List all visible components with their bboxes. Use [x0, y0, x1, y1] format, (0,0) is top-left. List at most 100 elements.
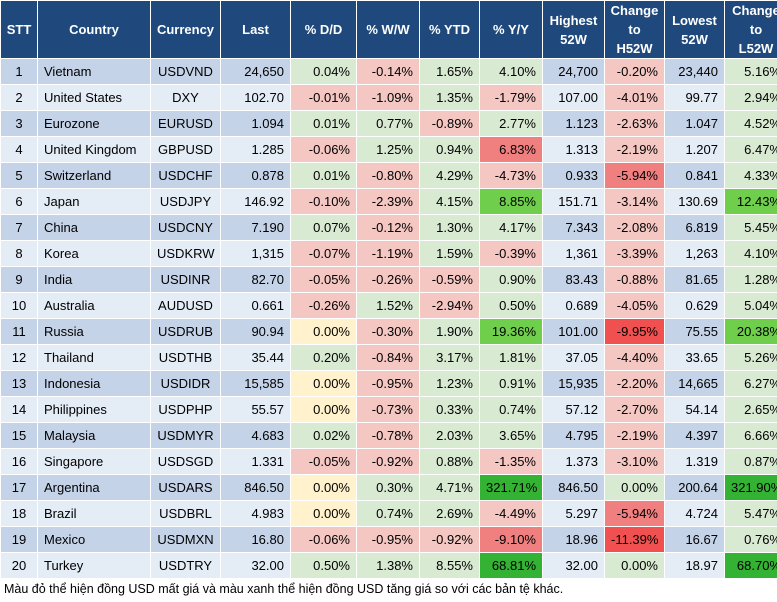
table-cell: 11 — [0, 318, 38, 345]
table-cell: -1.79% — [479, 84, 543, 111]
table-cell: 14 — [0, 396, 38, 423]
table-cell: 90.94 — [220, 318, 291, 345]
table-cell: Korea — [37, 240, 151, 267]
table-cell: 846.50 — [220, 474, 291, 501]
table-cell: 4 — [0, 136, 38, 163]
table-row: 20 Turkey USDTRY 32.00 0.50% 1.38% 8.55% 68.81%… — [0, 552, 777, 579]
table-cell: -0.95% — [356, 370, 420, 397]
table-cell: 0.76% — [724, 526, 777, 553]
table-row: 10 Australia AUDUSD 0.661 -0.26% 1.52% -2.94% 0… — [0, 292, 777, 319]
table-cell: 0.50% — [290, 552, 357, 579]
table-cell: 5.26% — [724, 344, 777, 371]
table-cell: 4.983 — [220, 500, 291, 527]
table-cell: USDPHP — [150, 396, 221, 423]
table-cell: -4.05% — [604, 292, 665, 319]
table-cell: Thailand — [37, 344, 151, 371]
table-cell: Japan — [37, 188, 151, 215]
table-cell: USDINR — [150, 266, 221, 293]
table-cell: 19.36% — [479, 318, 543, 345]
table-row: 18 Brazil USDBRL 4.983 0.00% 0.74% 2.69% -4.49%… — [0, 500, 777, 527]
table-cell: 146.92 — [220, 188, 291, 215]
table-cell: -5.94% — [604, 500, 665, 527]
table-row: 1 Vietnam USDVND 24,650 0.04% -0.14% 1.65% 4.10… — [0, 58, 777, 85]
table-cell: 0.02% — [290, 422, 357, 449]
table-cell: 1.90% — [419, 318, 480, 345]
table-cell: 0.88% — [419, 448, 480, 475]
table-cell: 6.27% — [724, 370, 777, 397]
table-cell: 99.77 — [664, 84, 725, 111]
table-cell: -0.05% — [290, 448, 357, 475]
table-cell: 4.683 — [220, 422, 291, 449]
table-cell: 18 — [0, 500, 38, 527]
table-cell: 0.74% — [356, 500, 420, 527]
table-row: 16 Singapore USDSGD 1.331 -0.05% -0.92% 0.88% -… — [0, 448, 777, 475]
table-cell: -0.88% — [604, 266, 665, 293]
table-cell: Switzerland — [37, 162, 151, 189]
table-cell: 8.55% — [419, 552, 480, 579]
table-cell: 1.59% — [419, 240, 480, 267]
table-cell: -0.95% — [356, 526, 420, 553]
table-cell: 4.795 — [542, 422, 605, 449]
table-cell: 0.74% — [479, 396, 543, 423]
table-cell: 82.70 — [220, 266, 291, 293]
table-cell: -0.06% — [290, 136, 357, 163]
table-cell: 0.91% — [479, 370, 543, 397]
table-cell: -0.14% — [356, 58, 420, 85]
table-cell: Singapore — [37, 448, 151, 475]
table-cell: -0.89% — [419, 110, 480, 137]
table-cell: 2.77% — [479, 110, 543, 137]
table-cell: 0.00% — [290, 500, 357, 527]
column-header: % D/D — [290, 0, 357, 59]
table-cell: 2 — [0, 84, 38, 111]
column-header: % W/W — [356, 0, 420, 59]
table-cell: 3.17% — [419, 344, 480, 371]
column-header: Change to L52W — [724, 0, 777, 59]
table-cell: 17 — [0, 474, 38, 501]
table-cell: 3 — [0, 110, 38, 137]
table-cell: 1.52% — [356, 292, 420, 319]
table-cell: -0.05% — [290, 266, 357, 293]
column-header: Lowest 52W — [664, 0, 725, 59]
table-cell: -2.20% — [604, 370, 665, 397]
table-cell: -3.10% — [604, 448, 665, 475]
table-cell: USDARS — [150, 474, 221, 501]
table-cell: 107.00 — [542, 84, 605, 111]
column-header: Last — [220, 0, 291, 59]
table-cell: 75.55 — [664, 318, 725, 345]
table-cell: 4.15% — [419, 188, 480, 215]
table-cell: 0.33% — [419, 396, 480, 423]
table-cell: -0.30% — [356, 318, 420, 345]
table-cell: 2.65% — [724, 396, 777, 423]
table-cell: 0.00% — [604, 474, 665, 501]
table-cell: 0.629 — [664, 292, 725, 319]
table-cell: 6.47% — [724, 136, 777, 163]
table-cell: 16.67 — [664, 526, 725, 553]
table-cell: -3.14% — [604, 188, 665, 215]
table-cell: 2.03% — [419, 422, 480, 449]
table-cell: 0.878 — [220, 162, 291, 189]
table-cell: -4.01% — [604, 84, 665, 111]
footnote: Màu đỏ thể hiện đồng USD mất giá và màu … — [4, 582, 564, 596]
table-cell: -0.26% — [356, 266, 420, 293]
table-cell: 24,700 — [542, 58, 605, 85]
table-cell: 12 — [0, 344, 38, 371]
table-cell: 4.724 — [664, 500, 725, 527]
table-cell: 83.43 — [542, 266, 605, 293]
table-cell: 5.297 — [542, 500, 605, 527]
table-cell: USDTRY — [150, 552, 221, 579]
table-cell: 6 — [0, 188, 38, 215]
table-cell: 0.841 — [664, 162, 725, 189]
table-cell: 4.10% — [724, 240, 777, 267]
table-cell: DXY — [150, 84, 221, 111]
table-cell: Vietnam — [37, 58, 151, 85]
table-cell: 1.30% — [419, 214, 480, 241]
table-cell: 32.00 — [542, 552, 605, 579]
table-cell: USDMXN — [150, 526, 221, 553]
table-cell: -0.59% — [419, 266, 480, 293]
table-row: 6 Japan USDJPY 146.92 -0.10% -2.39% 4.15% 8.85%… — [0, 188, 777, 215]
table-cell: 4.52% — [724, 110, 777, 137]
table-cell: 1.25% — [356, 136, 420, 163]
table-cell: Australia — [37, 292, 151, 319]
column-header: STT — [0, 0, 38, 59]
table-cell: -9.10% — [479, 526, 543, 553]
